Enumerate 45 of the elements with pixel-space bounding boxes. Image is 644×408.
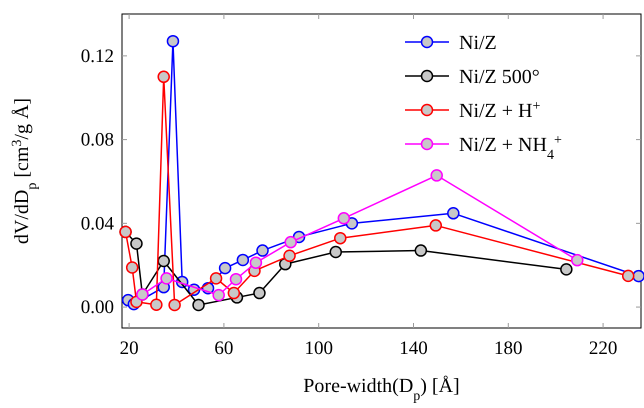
point [210,272,222,285]
x-tick-label: 60 [214,338,234,359]
point [157,70,170,84]
point [430,219,442,232]
point [126,261,138,274]
point [230,272,242,286]
y-tick-label: 0.08 [80,130,114,151]
point [166,34,180,48]
point [284,236,297,248]
point [334,232,347,244]
point [447,207,460,220]
point [560,263,573,276]
point [228,286,240,300]
point [632,270,644,282]
point [430,169,443,182]
point [160,272,173,285]
point [338,212,350,225]
x-tick-label: 140 [399,338,428,359]
x-tick-label: 100 [304,338,333,359]
point [212,288,225,302]
point [150,298,163,312]
point [256,244,269,257]
point [218,262,232,274]
point [571,254,584,266]
point [414,244,428,257]
point [168,298,181,312]
legend-label: Ni/Z 500° [459,66,540,88]
x-axis-title: Pore-width(D$_{p}$) [Å] [303,375,460,404]
point [330,246,342,258]
point [283,250,296,262]
legend-label: Ni/Z [459,32,497,54]
point [253,286,266,300]
y-tick-label: 0.00 [80,297,114,318]
x-tick-label: 180 [494,338,523,359]
legend-label: Ni/Z + H$^{+}$ [459,98,540,122]
point [622,270,634,282]
point [250,256,262,269]
y-tick-label: 0.12 [80,46,114,67]
point [130,237,143,250]
point [157,254,170,268]
x-tick-label: 220 [588,338,618,359]
y-tick-label: 0.04 [80,213,114,234]
x-tick-label: 20 [120,338,139,359]
point [192,298,205,312]
point [236,254,250,266]
